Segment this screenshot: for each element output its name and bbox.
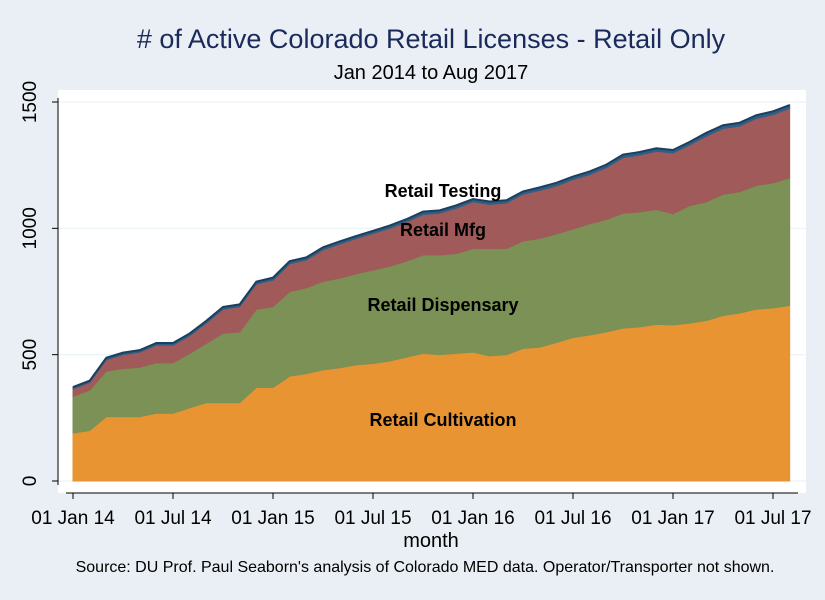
- chart-subtitle: Jan 2014 to Aug 2017: [334, 62, 529, 84]
- x-axis-label: month: [403, 530, 459, 552]
- x-tick-label: 01 Jul 15: [334, 508, 411, 529]
- y-tick-label: 1500: [20, 81, 41, 123]
- y-tick-label: 1000: [20, 207, 41, 249]
- chart-title: # of Active Colorado Retail Licenses - R…: [137, 24, 726, 54]
- x-tick-label: 01 Jan 16: [431, 508, 514, 529]
- x-tick-label: 01 Jan 15: [231, 508, 314, 529]
- area-series: [72, 104, 791, 482]
- series-label-retail-dispensary: Retail Dispensary: [367, 295, 518, 315]
- series-label-retail-mfg: Retail Mfg: [400, 220, 486, 240]
- series-label-retail-cultivation: Retail Cultivation: [369, 410, 516, 430]
- x-tick-label: 01 Jan 17: [631, 508, 714, 529]
- x-tick-label: 01 Jul 16: [534, 508, 611, 529]
- y-axis: 0 500 1000 1500: [20, 81, 59, 487]
- y-tick-label: 500: [20, 339, 41, 371]
- series-label-retail-testing: Retail Testing: [385, 181, 502, 201]
- x-tick-label: 01 Jan 14: [31, 508, 115, 529]
- x-axis: 01 Jan 14 01 Jul 14 01 Jan 15 01 Jul 15 01 J…: [31, 492, 812, 529]
- area-edge-retail-testing: [72, 104, 791, 388]
- x-tick-label: 01 Jul 17: [734, 508, 811, 529]
- y-tick-label: 0: [20, 476, 41, 487]
- series-labels: Retail Cultivation Retail Dispensary Retai…: [367, 181, 518, 430]
- source-note: Source: DU Prof. Paul Seaborn's analysis…: [76, 559, 775, 576]
- x-tick-label: 01 Jul 14: [134, 508, 212, 529]
